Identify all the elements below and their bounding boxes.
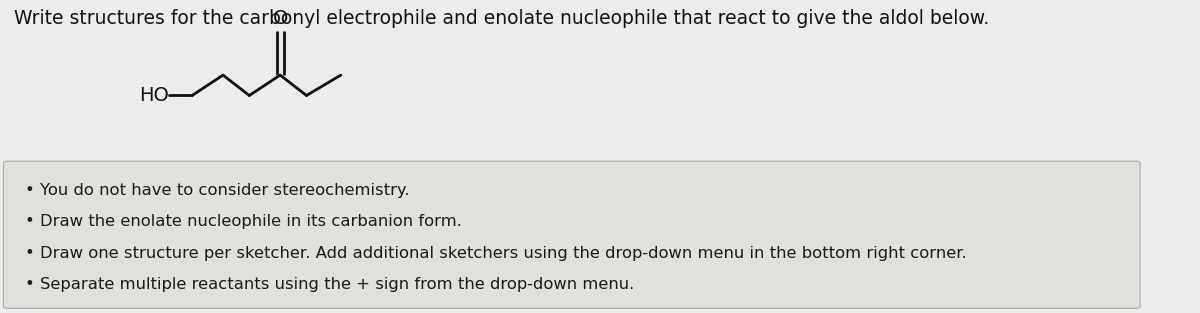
Text: • You do not have to consider stereochemistry.: • You do not have to consider stereochem… <box>25 183 409 198</box>
Text: O: O <box>272 9 288 28</box>
Text: • Separate multiple reactants using the + sign from the drop-down menu.: • Separate multiple reactants using the … <box>25 277 635 292</box>
Text: Write structures for the carbonyl electrophile and enolate nucleophile that reac: Write structures for the carbonyl electr… <box>13 9 989 28</box>
Text: • Draw the enolate nucleophile in its carbanion form.: • Draw the enolate nucleophile in its ca… <box>25 214 462 229</box>
FancyBboxPatch shape <box>4 161 1140 308</box>
Text: • Draw one structure per sketcher. Add additional sketchers using the drop-down : • Draw one structure per sketcher. Add a… <box>25 246 967 261</box>
Text: HO: HO <box>139 86 169 105</box>
